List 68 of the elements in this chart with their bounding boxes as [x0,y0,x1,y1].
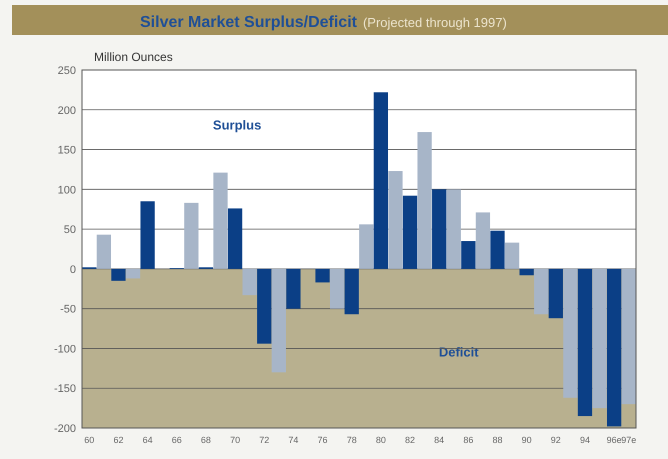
x-tick-label: 80 [376,435,386,445]
x-tick-label: 62 [113,435,124,445]
bar [417,132,432,269]
x-tick-label: 78 [346,435,357,445]
y-tick-label: -50 [60,304,76,316]
bar [359,224,374,269]
x-tick-label: 84 [434,435,444,445]
x-tick-label: 64 [142,435,153,445]
bar [213,172,228,269]
bar [490,230,505,269]
bar [622,268,636,404]
x-tick-label: 90 [522,435,532,445]
bar [592,268,607,408]
y-tick-label: 200 [58,104,76,117]
bar [461,241,476,269]
chart-subtitle: (Projected through 1997) [362,15,507,30]
bar [286,268,301,309]
bar [402,196,418,269]
x-tick-label: 70 [230,435,240,445]
bar [548,268,563,318]
y-tick-label: 150 [58,144,76,157]
bar [563,268,578,398]
bar [388,171,403,269]
x-tick-label: 60 [84,435,94,445]
bar [184,202,198,269]
bar [504,242,520,269]
x-tick-label: 96e [606,435,622,445]
bar [126,268,140,278]
y-tick-label: -200 [54,423,76,435]
bar [140,201,155,269]
bar [606,268,622,426]
bar [272,268,286,372]
y-tick-label: 0 [70,264,76,276]
bar [242,268,257,296]
bar [578,268,592,416]
x-tick-label: 88 [492,435,503,445]
x-tick-label: 86 [463,435,474,445]
y-tick-label: -150 [54,383,76,396]
bar [228,208,242,269]
bar [330,268,344,309]
bar [432,189,446,269]
bar [374,92,388,269]
y-tick-label: -100 [54,343,76,356]
x-tick-label: 82 [405,435,416,445]
bar [96,234,112,269]
x-tick-label: 72 [259,435,270,445]
chart-title: Silver Market Surplus/Deficit [140,14,357,31]
x-tick-label: 68 [200,435,211,445]
x-tick-label: 66 [172,435,182,445]
bar [315,268,330,282]
bar [534,268,548,314]
y-tick-label: 100 [58,184,76,196]
x-tick-label: 94 [580,435,590,445]
band-label: Deficit [438,344,480,360]
x-tick-label: 97e [621,435,636,445]
x-tick-label: 92 [550,435,561,445]
bar [520,268,534,276]
y-tick-label: 250 [58,65,76,77]
band-label: Surplus [212,118,262,133]
bar [476,212,490,269]
x-tick-label: 74 [288,435,298,445]
y-tick-label: 50 [64,224,76,236]
bar [111,268,126,281]
bar [344,268,359,314]
bar [257,268,272,344]
x-tick-label: 76 [318,435,328,445]
bar [446,189,461,269]
y-axis-title: Million Ounces [94,50,173,64]
